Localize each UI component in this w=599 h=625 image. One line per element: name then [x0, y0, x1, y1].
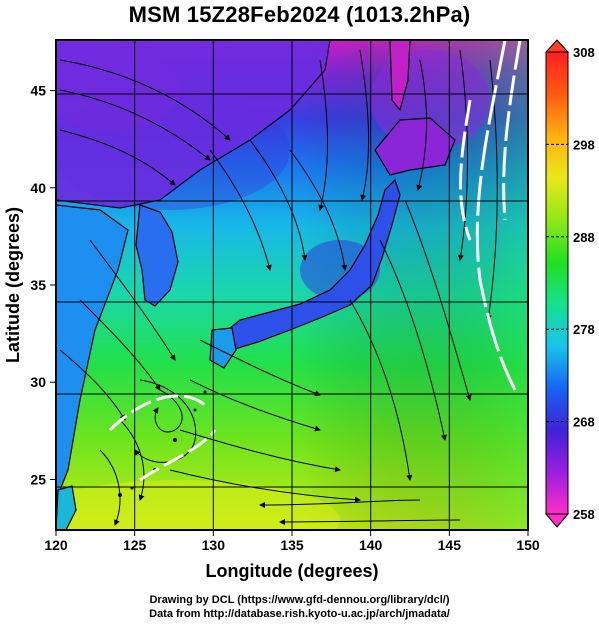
y-tick-label: 30 — [30, 374, 46, 390]
x-tick-label: 130 — [202, 537, 226, 553]
colorbar-tick-label: 258 — [573, 507, 595, 522]
colorbar-tick-label: 308 — [573, 45, 595, 60]
y-tick-label: 40 — [30, 180, 46, 196]
colorbar-tick-label: 268 — [573, 415, 595, 430]
colorbar: 258 268 278 288 298 308 — [544, 39, 595, 528]
colorbar-tick-label: 288 — [573, 230, 595, 245]
colorbar-top-arrow — [544, 39, 570, 53]
x-tick-label: 140 — [359, 537, 383, 553]
sakhalin-landmass — [389, 40, 411, 112]
y-axis: 25 30 35 40 45 — [30, 83, 56, 487]
x-tick-label: 120 — [44, 537, 68, 553]
japan-hokkaido-landmass — [374, 117, 456, 176]
white-contour-lines — [108, 40, 522, 482]
y-tick-label: 45 — [30, 83, 46, 99]
x-tick-label: 150 — [516, 537, 540, 553]
lat-lon-grid — [56, 40, 528, 530]
x-tick-label: 125 — [123, 537, 147, 553]
colorbar-tick-label: 298 — [573, 137, 595, 152]
x-tick-label: 135 — [280, 537, 304, 553]
wind-streamlines — [59, 49, 498, 526]
y-axis-title: Latitude (degrees) — [3, 207, 23, 363]
japan-kyushu-landmass — [209, 327, 237, 369]
map-title: MSM 15Z28Feb2024 (1013.2hPa) — [128, 2, 471, 27]
colorbar-bottom-arrow — [544, 513, 570, 528]
colorbar-gradient — [546, 52, 568, 514]
y-tick-label: 35 — [30, 277, 46, 293]
x-axis-title: Longitude (degrees) — [205, 561, 378, 581]
x-tick-label: 145 — [438, 537, 462, 553]
korea-landmass — [135, 204, 179, 307]
manchuria-landmass — [56, 40, 331, 209]
credit-data-source: Data from http://database.rish.kyoto-u.a… — [149, 608, 450, 620]
temperature-field — [56, 40, 528, 530]
colorbar-tick-label: 278 — [573, 322, 595, 337]
y-tick-label: 25 — [30, 471, 46, 487]
credit-drawing: Drawing by DCL (https://www.gfd-dennou.o… — [149, 594, 450, 606]
x-axis: 120 125 130 135 140 145 150 — [44, 530, 540, 553]
